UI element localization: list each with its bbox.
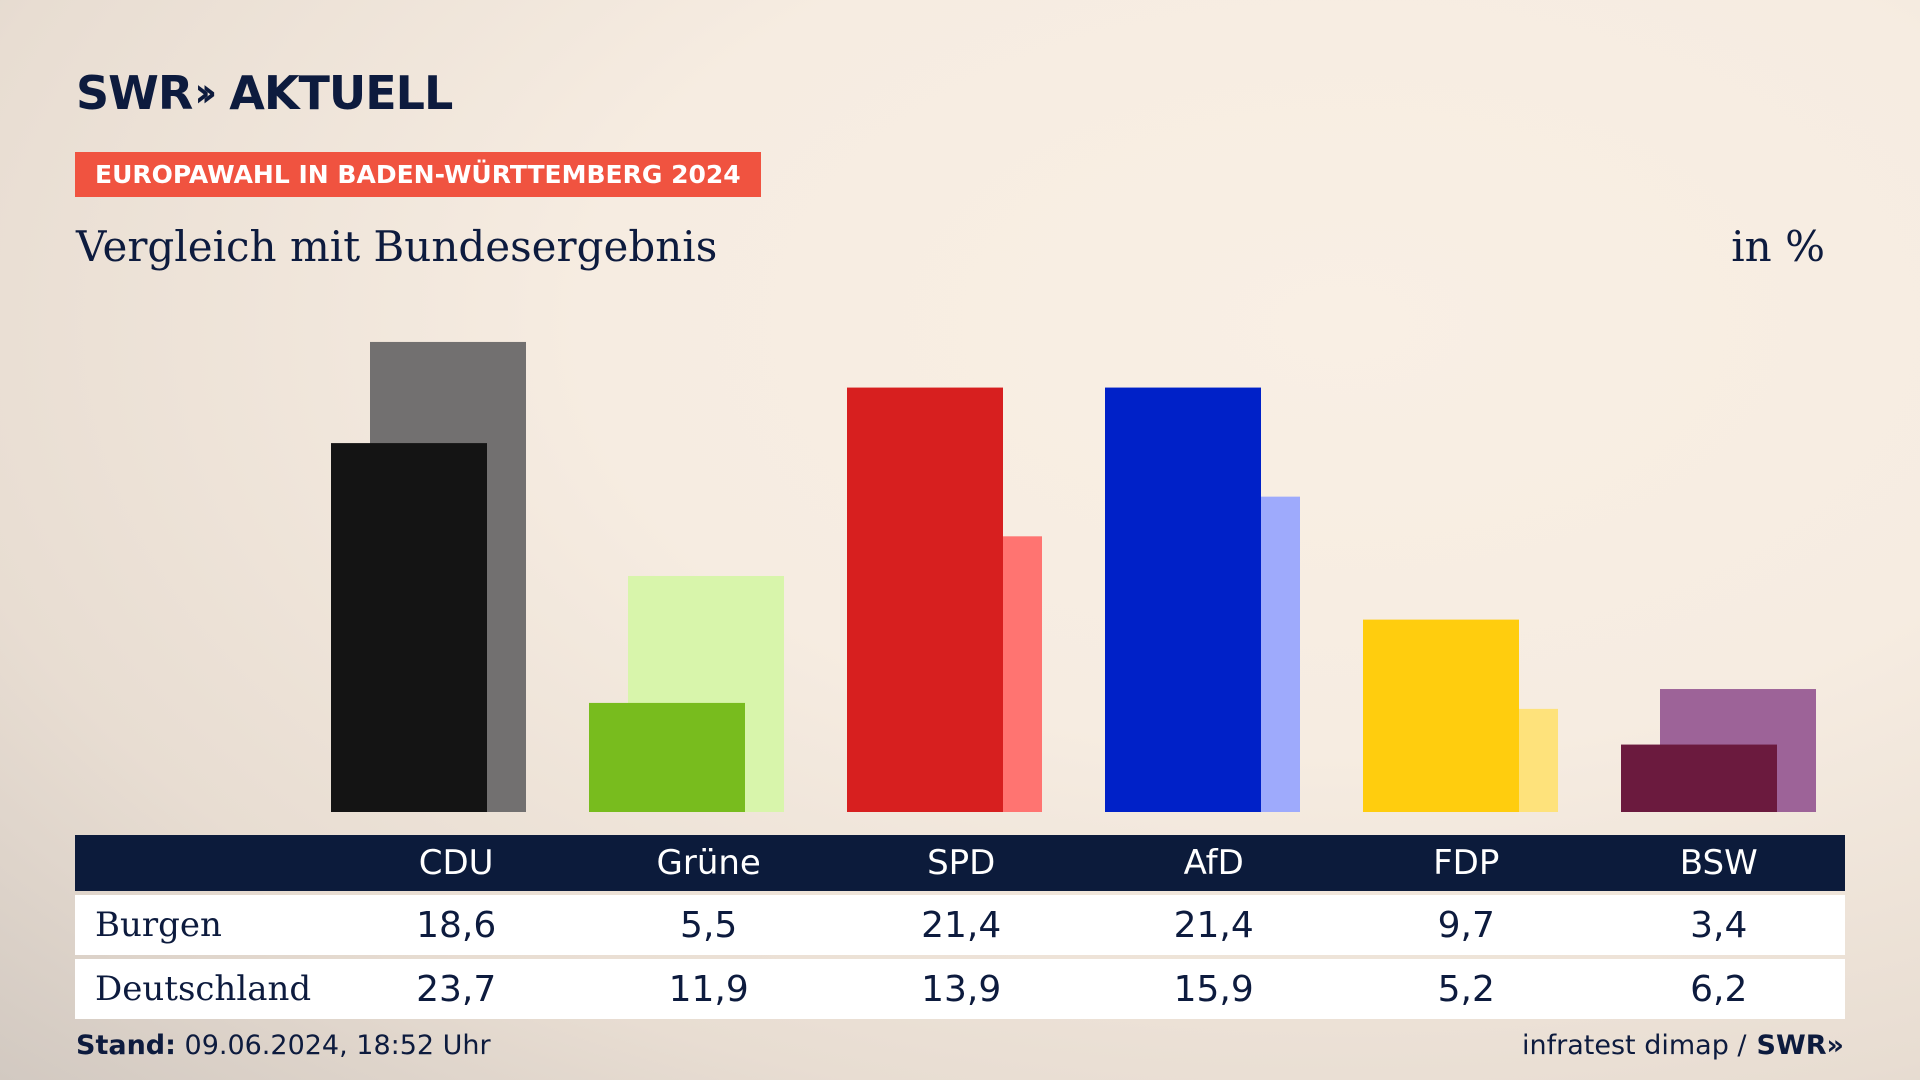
- table-row: Deutschland 23,7 11,9 13,9 15,9 5,2 6,2: [75, 959, 1845, 1019]
- table-row: Burgen 18,6 5,5 21,4 21,4 9,7 3,4: [75, 895, 1845, 955]
- bar-burgen-grüne: [589, 702, 745, 812]
- chart-subtitle: Vergleich mit Bundesergebnis: [76, 222, 718, 271]
- value-cell: 6,2: [1690, 968, 1748, 1010]
- bar-burgen-spd: [847, 387, 1003, 812]
- value-cell: 11,9: [668, 968, 749, 1010]
- bar-burgen-fdp: [1363, 619, 1519, 812]
- value-cell: 21,4: [1173, 904, 1254, 946]
- swr-mini-logo: SWR»: [1756, 1030, 1844, 1061]
- bar-burgen-afd: [1105, 387, 1261, 812]
- stand-label: Stand:: [76, 1030, 176, 1061]
- party-header: SPD: [927, 843, 996, 883]
- value-cell: 18,6: [416, 904, 497, 946]
- value-cell: 13,9: [921, 968, 1002, 1010]
- logo-swr: SWR: [76, 66, 193, 120]
- value-cell: 15,9: [1173, 968, 1254, 1010]
- bar-burgen-bsw: [1621, 744, 1777, 812]
- row-label: Burgen: [95, 905, 222, 945]
- value-cell: 5,5: [680, 904, 738, 946]
- party-header: FDP: [1433, 843, 1500, 883]
- value-cell: 3,4: [1690, 904, 1748, 946]
- party-header: Grüne: [656, 843, 761, 883]
- source-text: infratest dimap /: [1522, 1030, 1747, 1061]
- results-table: CDU Grüne SPD AfD FDP BSW Burgen 18,6 5,…: [75, 835, 1845, 1019]
- value-cell: 23,7: [416, 968, 497, 1010]
- value-cell: 5,2: [1437, 968, 1495, 1010]
- bar-burgen-cdu: [331, 443, 487, 812]
- value-cell: 9,7: [1437, 904, 1495, 946]
- swr-aktuell-logo: SWR ›› AKTUELL: [76, 66, 453, 120]
- unit-label: in %: [1731, 222, 1825, 271]
- row-label: Deutschland: [95, 969, 312, 1009]
- logo-aktuell: AKTUELL: [229, 66, 453, 120]
- table-header: CDU Grüne SPD AfD FDP BSW: [75, 835, 1845, 891]
- party-header: AfD: [1183, 843, 1244, 883]
- value-cell: 21,4: [921, 904, 1002, 946]
- source-credit: infratest dimap / SWR»: [1522, 1030, 1844, 1061]
- timestamp: Stand: 09.06.2024, 18:52 Uhr: [76, 1030, 491, 1061]
- party-header: BSW: [1679, 843, 1758, 883]
- topic-banner: EUROPAWAHL IN BADEN-WÜRTTEMBERG 2024: [75, 152, 761, 197]
- stand-value: 09.06.2024, 18:52 Uhr: [184, 1030, 491, 1061]
- party-header: CDU: [418, 843, 494, 883]
